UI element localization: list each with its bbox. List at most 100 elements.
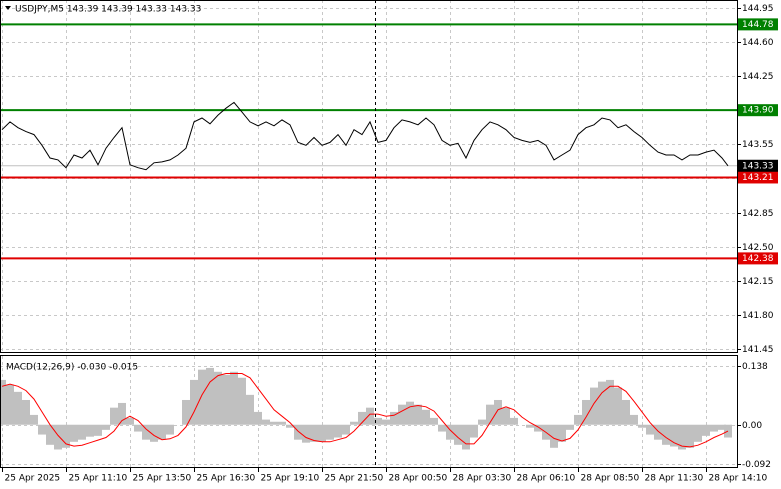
x-tick-label: 25 Apr 13:50 xyxy=(133,474,192,484)
y-tick-label: 141.80 xyxy=(742,311,774,321)
histogram-bar xyxy=(302,424,310,443)
histogram-bar xyxy=(702,424,710,436)
y-tick-label: 0.00 xyxy=(742,421,762,431)
histogram-bar xyxy=(134,424,142,432)
menu-arrow[interactable] xyxy=(5,6,11,10)
histogram-bar xyxy=(462,424,470,450)
y-tick-label: -0.092 xyxy=(742,460,771,470)
histogram-bar xyxy=(230,371,238,425)
histogram-bar xyxy=(598,381,606,425)
histogram-bar xyxy=(414,404,422,425)
histogram-bar xyxy=(430,417,438,425)
histogram-bar xyxy=(558,424,566,442)
histogram-bar xyxy=(470,424,478,438)
level-label: 143.21 xyxy=(742,173,774,183)
histogram-bar xyxy=(294,424,302,440)
y-tick-label: 144.25 xyxy=(742,72,774,82)
histogram-bar xyxy=(478,419,486,425)
histogram-bar xyxy=(150,424,158,442)
x-tick-label: 28 Apr 06:10 xyxy=(517,474,576,484)
price-panel-border xyxy=(0,0,738,353)
y-tick-label: 142.15 xyxy=(742,277,774,287)
histogram-bar xyxy=(62,424,70,448)
histogram-bar xyxy=(406,401,414,425)
histogram-bar xyxy=(86,424,94,437)
y-tick-label: 144.60 xyxy=(742,38,774,48)
level-label: 142.38 xyxy=(742,254,774,264)
y-tick-label: 0.138 xyxy=(742,362,768,372)
histogram-bar xyxy=(654,424,662,440)
y-tick-label: 143.55 xyxy=(742,140,774,150)
histogram-bar xyxy=(110,407,118,425)
histogram-bar xyxy=(246,394,254,425)
level-label: 144.78 xyxy=(742,20,774,30)
histogram-bar xyxy=(22,399,30,425)
histogram-bar xyxy=(438,424,446,432)
x-tick-label: 25 Apr 16:30 xyxy=(197,474,256,484)
level-label: 143.90 xyxy=(742,106,774,116)
histogram-bar xyxy=(630,414,638,425)
histogram-bar xyxy=(358,411,366,425)
histogram-bar xyxy=(574,414,582,425)
macd-title: MACD(12,26,9) -0.030 -0.015 xyxy=(6,363,138,373)
level-label-box xyxy=(738,18,778,31)
histogram-bar xyxy=(262,419,270,425)
x-tick-label: 28 Apr 03:30 xyxy=(453,474,512,484)
histogram-bar xyxy=(678,424,686,450)
x-tick-label: 28 Apr 11:30 xyxy=(645,474,704,484)
histogram-bar xyxy=(446,424,454,440)
histogram-bar xyxy=(526,424,534,428)
histogram-bar xyxy=(94,424,102,436)
histogram-bar xyxy=(374,417,382,425)
chart-title: USDJPY,M5 143.39 143.39 143.33 143.33 xyxy=(15,5,201,15)
level-label-box xyxy=(738,252,778,265)
histogram-bar xyxy=(398,404,406,425)
histogram-bar xyxy=(254,411,262,425)
last-price-box xyxy=(738,159,778,172)
x-tick-label: 28 Apr 00:50 xyxy=(389,474,448,484)
x-tick-label: 25 Apr 19:10 xyxy=(261,474,320,484)
histogram-bar xyxy=(334,424,342,438)
histogram-bar xyxy=(190,379,198,425)
histogram-bar xyxy=(582,399,590,425)
histogram-bar xyxy=(142,424,150,440)
histogram-bar xyxy=(590,387,598,425)
histogram-bar xyxy=(38,424,46,435)
histogram-bar xyxy=(270,421,278,425)
price-line xyxy=(1,101,729,171)
histogram-bar xyxy=(6,384,14,425)
histogram-bar xyxy=(646,424,654,435)
histogram-bar xyxy=(694,424,702,442)
histogram-bar xyxy=(182,399,190,425)
histogram-bar xyxy=(606,379,614,425)
histogram-bar xyxy=(454,424,462,445)
histogram-bar xyxy=(198,369,206,425)
histogram-bar xyxy=(278,421,286,425)
histogram-bar xyxy=(366,407,374,425)
x-tick-label: 25 Apr 11:10 xyxy=(69,474,128,484)
histogram-bar xyxy=(382,419,390,425)
histogram-bar xyxy=(206,367,214,425)
histogram-bar xyxy=(390,411,398,425)
histogram-bar xyxy=(78,424,86,440)
histogram-bar xyxy=(102,424,110,430)
histogram-bar xyxy=(614,387,622,425)
histogram-bar xyxy=(710,424,718,432)
histogram-bar xyxy=(534,424,542,432)
histogram-bar xyxy=(54,424,62,450)
y-tick-label: 142.50 xyxy=(742,243,774,253)
histogram-bar xyxy=(566,424,574,430)
histogram-bar xyxy=(510,417,518,425)
histogram-bar xyxy=(70,424,78,442)
histogram-bar xyxy=(686,424,694,448)
histogram-bar xyxy=(286,424,294,428)
x-tick-label: 28 Apr 14:10 xyxy=(709,474,768,484)
histogram-bar xyxy=(30,414,38,425)
y-tick-label: 142.85 xyxy=(742,209,774,219)
histogram-bar xyxy=(622,399,630,425)
x-tick-label: 25 Apr 2025 xyxy=(5,474,61,484)
histogram-bar xyxy=(662,424,670,445)
